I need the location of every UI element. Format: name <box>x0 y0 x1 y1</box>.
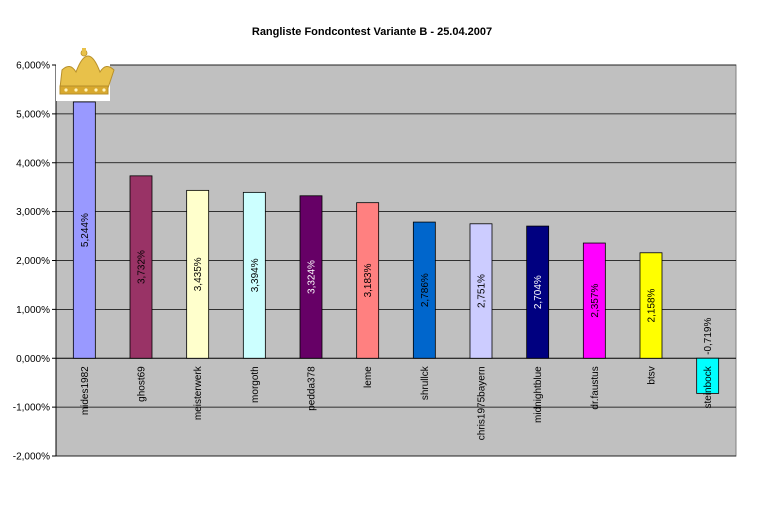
data-label: 3,732% <box>137 250 148 284</box>
data-label: 3,435% <box>193 257 204 291</box>
category-label: ghost69 <box>137 366 148 402</box>
bar-mides1982 <box>72 101 96 359</box>
bar-morgoth <box>242 191 266 359</box>
category-label: btsv <box>647 366 658 384</box>
y-tick-label: -2,000% <box>13 452 50 463</box>
data-label: 3,394% <box>250 258 261 292</box>
y-tick-label: 2,000% <box>16 256 50 267</box>
data-label: 2,704% <box>533 275 544 309</box>
data-label: -0,719% <box>703 318 714 355</box>
y-tick-label: 0,000% <box>16 354 50 365</box>
y-axis: 6,000% 5,000% 4,000% 3,000% 2,000% 1,000% 0,00… <box>13 61 57 463</box>
y-tick-label: 4,000% <box>16 158 50 169</box>
gridlines <box>56 64 736 457</box>
y-tick-label: 5,000% <box>16 109 50 120</box>
category-label: dr.faustus <box>590 366 601 409</box>
bars: 5,244% mides1982 3,732% ghost69 3,435% meiste… <box>72 101 720 440</box>
bar-ghost69 <box>129 175 153 359</box>
category-label: chris1975bayern <box>477 366 488 440</box>
y-tick-label: 6,000% <box>16 61 50 72</box>
chart-title: Rangliste Fondcontest Variante B - 25.04… <box>251 26 493 38</box>
data-label: 3,324% <box>307 260 318 294</box>
data-label: 3,183% <box>363 263 374 297</box>
category-label: leme <box>363 366 374 388</box>
bar-leme <box>356 202 380 359</box>
y-tick-label: 1,000% <box>16 305 50 316</box>
crown-icon <box>56 48 115 101</box>
data-label: 2,158% <box>647 288 658 322</box>
y-tick-label: 3,000% <box>16 207 50 218</box>
bar-pedda378 <box>299 195 323 359</box>
bar-meisterwerk <box>186 189 210 359</box>
data-label: 2,751% <box>477 274 488 308</box>
bar-btsv <box>639 252 663 359</box>
category-label: pedda378 <box>307 366 318 411</box>
bar-midnightblue <box>526 225 550 359</box>
category-label: meisterwerk <box>193 365 204 420</box>
bar-chris1975bayern <box>469 223 493 359</box>
y-tick-label: -1,000% <box>13 403 50 414</box>
category-label: steinbock <box>703 365 714 408</box>
bar-steinbock <box>696 357 720 394</box>
category-label: mides1982 <box>80 366 91 415</box>
bar-dr.faustus <box>582 242 606 359</box>
category-label: midnightblue <box>533 366 544 423</box>
category-label: shrullck <box>420 365 431 400</box>
bar-shrullck <box>412 221 436 359</box>
data-label: 5,244% <box>80 213 91 247</box>
category-label: morgoth <box>250 366 261 403</box>
data-label: 2,786% <box>420 273 431 307</box>
data-label: 2,357% <box>590 284 601 318</box>
